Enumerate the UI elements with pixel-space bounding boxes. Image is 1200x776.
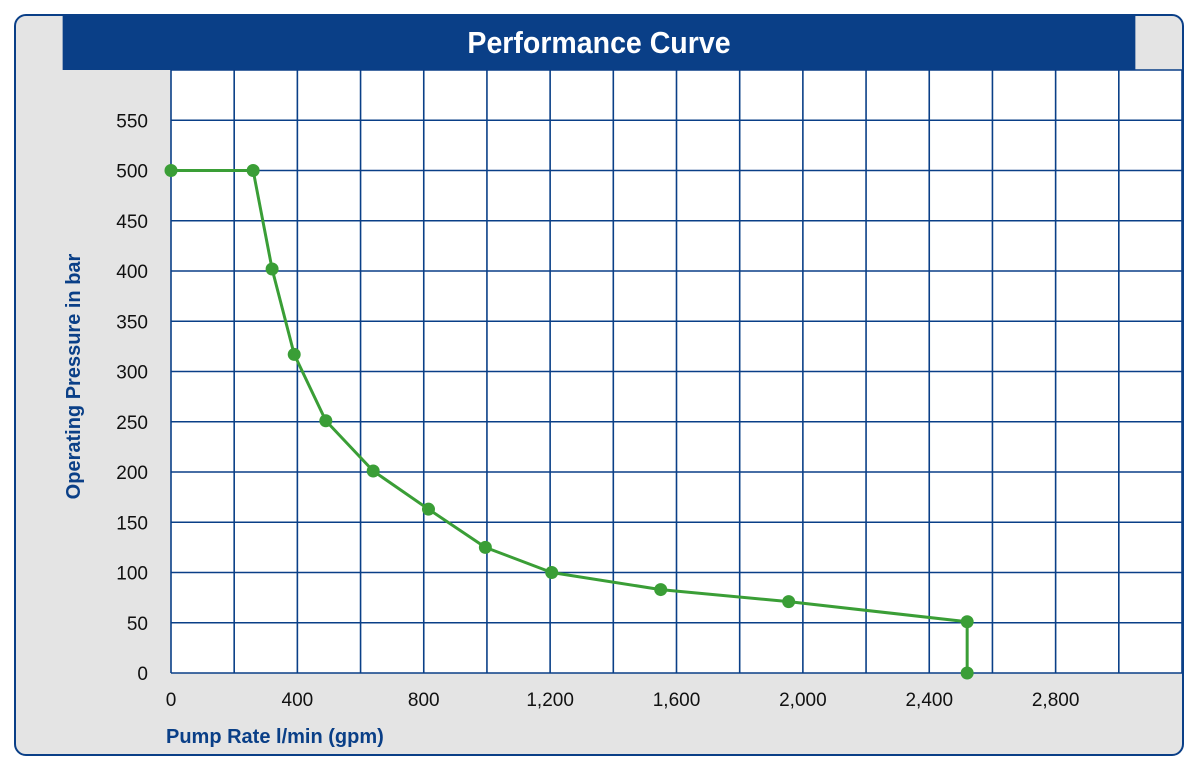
performance-chart: 0 50 100 150 200 250 300 350 400 450 500 550 0 400 80… bbox=[63, 69, 1182, 748]
y-tick-label: 100 bbox=[116, 564, 148, 585]
chart-card: Performance Curve 0 50 100 150 200 250 300 350 4… bbox=[14, 14, 1184, 756]
x-tick-label: 2,400 bbox=[905, 690, 953, 711]
data-point bbox=[545, 566, 559, 579]
data-point bbox=[960, 666, 974, 680]
grid-lines bbox=[170, 69, 1182, 674]
y-tick-label: 50 bbox=[127, 614, 148, 635]
x-tick-label: 0 bbox=[166, 690, 177, 711]
y-tick-label: 200 bbox=[116, 463, 148, 484]
x-tick-label: 2,800 bbox=[1032, 690, 1080, 711]
y-tick-label: 250 bbox=[116, 413, 148, 434]
x-tick-label: 2,000 bbox=[779, 690, 827, 711]
y-axis-label: Operating Pressure in bar bbox=[63, 253, 85, 499]
y-tick-label: 300 bbox=[116, 363, 148, 384]
data-point bbox=[164, 164, 178, 177]
y-tick-label: 500 bbox=[116, 162, 148, 183]
y-tick-label: 150 bbox=[116, 513, 148, 534]
data-point bbox=[960, 615, 974, 629]
x-axis-label: Pump Rate l/min (gpm) bbox=[166, 726, 384, 748]
data-point bbox=[265, 262, 279, 276]
y-tick-label: 0 bbox=[137, 664, 148, 685]
data-point bbox=[782, 595, 796, 609]
y-axis-ticks: 0 50 100 150 200 250 300 350 400 450 500 550 bbox=[116, 111, 148, 685]
x-tick-label: 1,200 bbox=[526, 690, 574, 711]
x-tick-label: 800 bbox=[408, 690, 440, 711]
x-tick-label: 400 bbox=[282, 690, 314, 711]
data-point bbox=[246, 164, 260, 177]
data-point bbox=[319, 414, 333, 428]
data-point bbox=[478, 540, 492, 554]
chart-title: Performance Curve bbox=[62, 16, 1136, 70]
data-point bbox=[366, 464, 380, 478]
y-tick-label: 550 bbox=[116, 111, 148, 132]
data-point bbox=[654, 583, 668, 597]
y-tick-label: 400 bbox=[116, 262, 148, 283]
x-tick-label: 1,600 bbox=[653, 690, 701, 711]
data-point bbox=[421, 502, 435, 516]
data-point bbox=[287, 347, 301, 361]
series-group bbox=[164, 164, 974, 680]
y-tick-label: 350 bbox=[116, 312, 148, 333]
y-tick-label: 450 bbox=[116, 212, 148, 233]
x-axis-ticks: 0 400 800 1,200 1,600 2,000 2,400 2,800 bbox=[166, 690, 1080, 711]
